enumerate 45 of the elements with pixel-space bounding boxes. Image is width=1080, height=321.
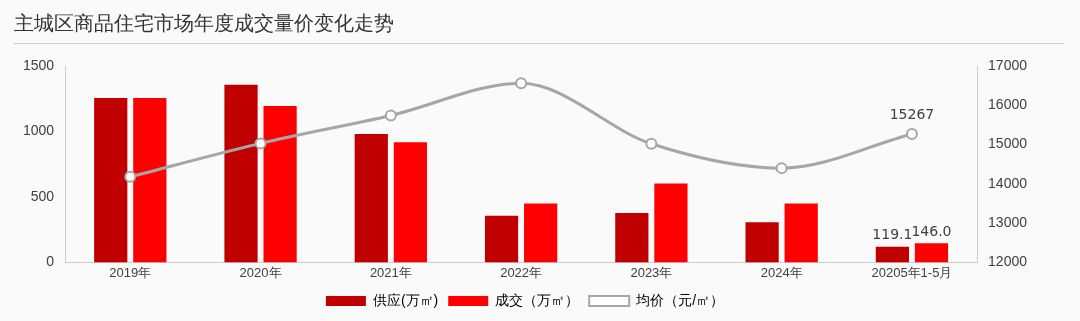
bar [263, 106, 297, 263]
x-tick-label: 2022年 [500, 264, 543, 280]
bar [224, 84, 258, 263]
x-tick-label: 2021年 [369, 264, 412, 280]
bar [914, 243, 949, 263]
bar [94, 98, 128, 263]
point [384, 109, 397, 122]
data-label: 146.0 [911, 222, 952, 239]
bar [784, 203, 818, 263]
y2-tick-label: 12000 [988, 253, 1028, 270]
legend-label: 均价（元/㎡） [635, 291, 725, 308]
bar [615, 212, 649, 263]
y-tick-label: 500 [30, 187, 55, 204]
x-tick-label: 2020年 [239, 264, 282, 280]
point [515, 77, 528, 90]
bar [524, 203, 558, 263]
bar [875, 246, 909, 263]
x-tick-label: 2023年 [630, 264, 673, 280]
bar [654, 183, 688, 263]
y2-tick-label: 14000 [988, 174, 1028, 191]
x-tick-label: 2024年 [760, 264, 803, 280]
point [254, 137, 267, 150]
y-tick-label: 0 [46, 253, 55, 270]
y-tick-label: 1500 [22, 56, 55, 73]
y2-tick-label: 16000 [988, 96, 1028, 113]
x-tick-label: 2019年 [109, 264, 152, 280]
data-label: 15267 [889, 105, 935, 122]
point [645, 137, 658, 150]
legend-label: 供应(万㎡) [372, 291, 439, 308]
point [905, 128, 918, 141]
bar [133, 98, 167, 263]
y2-tick-label: 15000 [988, 135, 1028, 152]
point [775, 162, 788, 175]
y2-tick-label: 17000 [988, 56, 1028, 73]
bar [354, 134, 388, 263]
data-label: 119.1 [872, 226, 913, 243]
bar [745, 222, 779, 263]
legend-label: 成交（万㎡） [495, 291, 580, 308]
x-tick-label: 20205年1-5月 [871, 264, 953, 280]
bar [393, 142, 427, 263]
y2-tick-label: 13000 [988, 213, 1028, 230]
point [124, 170, 137, 183]
bar [484, 215, 519, 263]
chart-title: 主城区商品住宅市场年度成交量价变化走势 [14, 10, 1064, 44]
y-tick-label: 1000 [22, 122, 55, 139]
